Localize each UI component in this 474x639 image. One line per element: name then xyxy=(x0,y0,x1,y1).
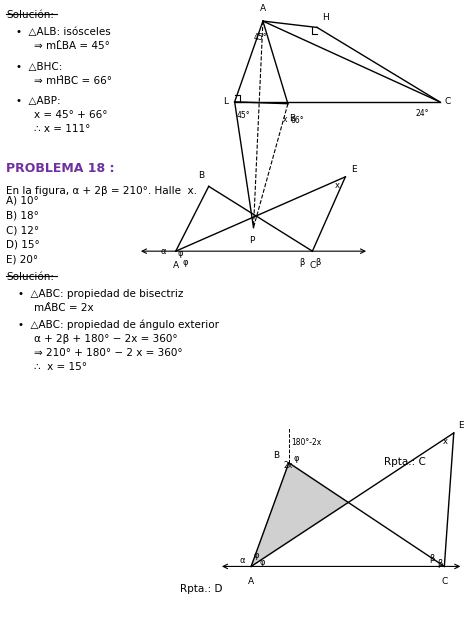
Text: A: A xyxy=(248,576,254,585)
Text: ∴  x = 15°: ∴ x = 15° xyxy=(35,362,87,372)
Text: φ: φ xyxy=(254,551,259,560)
Text: x = 45° + 66°: x = 45° + 66° xyxy=(35,110,108,120)
Text: A: A xyxy=(260,4,266,13)
Text: E) 20°: E) 20° xyxy=(6,254,38,265)
Text: 24°: 24° xyxy=(415,109,428,118)
Text: β: β xyxy=(429,555,435,564)
Text: 66°: 66° xyxy=(291,116,304,125)
Text: Solución:: Solución: xyxy=(6,10,54,20)
Text: C) 12°: C) 12° xyxy=(6,225,39,235)
Text: E: E xyxy=(458,420,464,430)
Text: PROBLEMA 18 :: PROBLEMA 18 : xyxy=(6,162,115,175)
Text: φ: φ xyxy=(260,558,265,567)
Text: En la figura, α + 2β = 210°. Halle  x.: En la figura, α + 2β = 210°. Halle x. xyxy=(6,187,197,196)
Text: B: B xyxy=(289,114,295,123)
Text: x: x xyxy=(335,181,340,190)
Text: A: A xyxy=(173,261,179,270)
Text: α: α xyxy=(161,247,166,256)
Text: β: β xyxy=(315,258,320,267)
Text: H: H xyxy=(322,13,328,22)
Text: β: β xyxy=(437,558,442,568)
Text: •  △ABP:: • △ABP: xyxy=(16,96,60,106)
Text: ⇒ 210° + 180° − 2 x = 360°: ⇒ 210° + 180° − 2 x = 360° xyxy=(35,348,183,358)
Text: E: E xyxy=(351,165,356,174)
Text: C: C xyxy=(309,261,316,270)
Text: B: B xyxy=(198,171,204,180)
Text: 45°: 45° xyxy=(254,33,267,42)
Text: Rpta.: C: Rpta.: C xyxy=(383,457,426,466)
Text: A) 10°: A) 10° xyxy=(6,196,39,206)
Text: φ: φ xyxy=(182,258,188,267)
Text: ⇒ mL̂BA = 45°: ⇒ mL̂BA = 45° xyxy=(35,42,110,51)
Text: •  △BHC:: • △BHC: xyxy=(16,62,62,72)
Text: ∴ x = 111°: ∴ x = 111° xyxy=(35,124,91,134)
Text: C: C xyxy=(441,576,447,585)
Text: x: x xyxy=(283,114,288,123)
Text: φ: φ xyxy=(177,249,182,258)
Text: L: L xyxy=(224,97,228,106)
Polygon shape xyxy=(251,463,348,566)
Text: C: C xyxy=(444,97,451,106)
Text: x: x xyxy=(442,437,447,447)
Text: 2x: 2x xyxy=(283,461,292,470)
Text: φ: φ xyxy=(293,454,299,463)
Text: α: α xyxy=(239,556,245,565)
Text: 180°-2x: 180°-2x xyxy=(292,438,322,447)
Text: Rpta.: D: Rpta.: D xyxy=(181,584,223,594)
Text: B) 18°: B) 18° xyxy=(6,210,39,220)
Text: •  △ALB: isósceles: • △ALB: isósceles xyxy=(16,27,110,38)
Text: •  △ABC: propiedad de bisectriz: • △ABC: propiedad de bisectriz xyxy=(18,289,183,299)
Text: Solución:: Solución: xyxy=(6,272,54,282)
Text: B: B xyxy=(273,450,279,459)
Text: D) 15°: D) 15° xyxy=(6,240,40,250)
Text: α + 2β + 180° − 2x = 360°: α + 2β + 180° − 2x = 360° xyxy=(35,334,178,344)
Text: P: P xyxy=(249,236,254,245)
Text: ⇒ mĤBC = 66°: ⇒ mĤBC = 66° xyxy=(35,76,112,86)
Text: •  △ABC: propiedad de ángulo exterior: • △ABC: propiedad de ángulo exterior xyxy=(18,320,219,330)
Text: β: β xyxy=(299,258,305,267)
Text: 45°: 45° xyxy=(237,111,251,119)
Text: mÂBC = 2x: mÂBC = 2x xyxy=(35,304,94,313)
